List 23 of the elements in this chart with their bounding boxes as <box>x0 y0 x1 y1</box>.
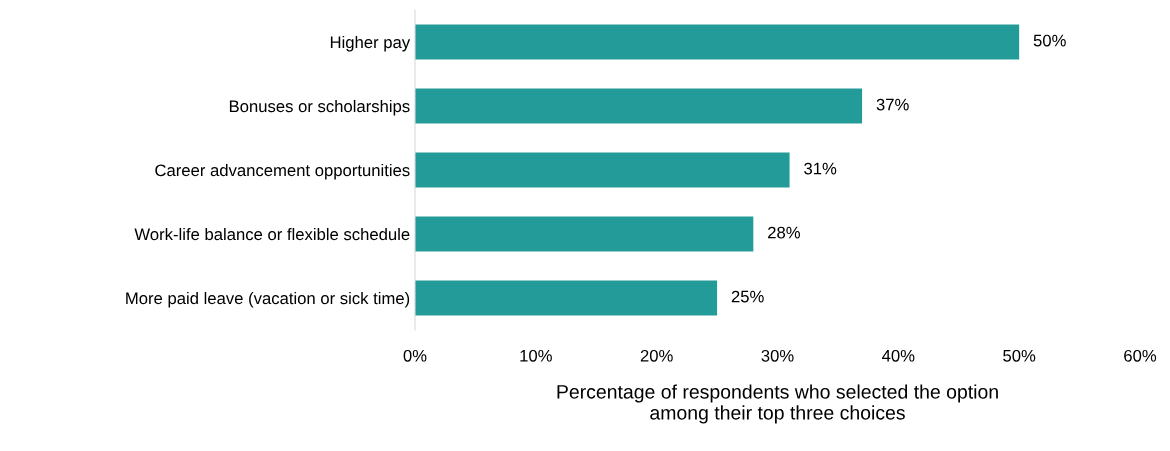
data-label: 37% <box>876 98 909 111</box>
bar <box>415 280 718 316</box>
y-tick-label: Bonuses or scholarships <box>229 99 410 116</box>
y-tick-label: Higher pay <box>330 35 411 52</box>
x-tick-label: 30% <box>761 349 794 362</box>
x-tick-label: 60% <box>1124 349 1157 362</box>
bar <box>415 152 790 188</box>
y-tick-label: More paid leave (vacation or sick time) <box>126 291 410 308</box>
bar <box>415 88 863 124</box>
data-label: 28% <box>768 226 800 239</box>
x-tick-label: 40% <box>882 349 915 362</box>
bar <box>415 24 1020 60</box>
x-axis-title: Percentage of respondents who selected the option among their top three choices <box>557 384 998 424</box>
data-label: 50% <box>1033 34 1066 47</box>
data-label: 31% <box>804 162 837 175</box>
data-label: 25% <box>731 290 764 303</box>
x-tick-label: 10% <box>520 349 552 362</box>
x-tick-label: 20% <box>640 349 673 362</box>
y-tick-label: Work-life balance or flexible schedule <box>134 227 410 241</box>
bar <box>415 216 754 252</box>
x-tick-label: 50% <box>1003 349 1036 362</box>
y-tick-label: Career advancement opportunities <box>155 163 410 180</box>
x-tick-label: 0% <box>403 349 427 362</box>
